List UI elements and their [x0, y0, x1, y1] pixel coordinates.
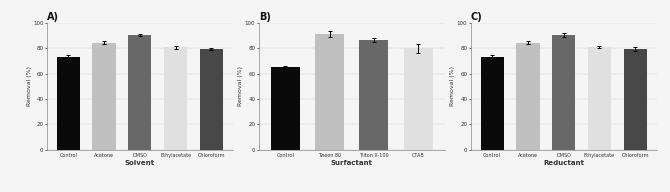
Bar	[164, 47, 187, 150]
Text: C): C)	[470, 12, 482, 22]
Text: B): B)	[259, 12, 271, 22]
Bar	[480, 57, 504, 150]
Bar	[588, 47, 611, 150]
Y-axis label: Removal (%): Removal (%)	[239, 66, 243, 106]
Bar	[57, 57, 80, 150]
Y-axis label: Removal (%): Removal (%)	[450, 66, 456, 106]
Bar	[315, 34, 344, 150]
Bar	[404, 48, 433, 150]
Bar	[92, 43, 116, 150]
Bar	[624, 49, 647, 150]
Bar	[200, 49, 223, 150]
Bar	[517, 43, 539, 150]
Bar	[271, 67, 299, 150]
X-axis label: Surfactant: Surfactant	[331, 160, 373, 166]
X-axis label: Solvent: Solvent	[125, 160, 155, 166]
Y-axis label: Removal (%): Removal (%)	[27, 66, 31, 106]
X-axis label: Reductant: Reductant	[543, 160, 584, 166]
Bar	[360, 40, 389, 150]
Bar	[128, 35, 151, 150]
Bar	[552, 35, 576, 150]
Text: A): A)	[47, 12, 59, 22]
